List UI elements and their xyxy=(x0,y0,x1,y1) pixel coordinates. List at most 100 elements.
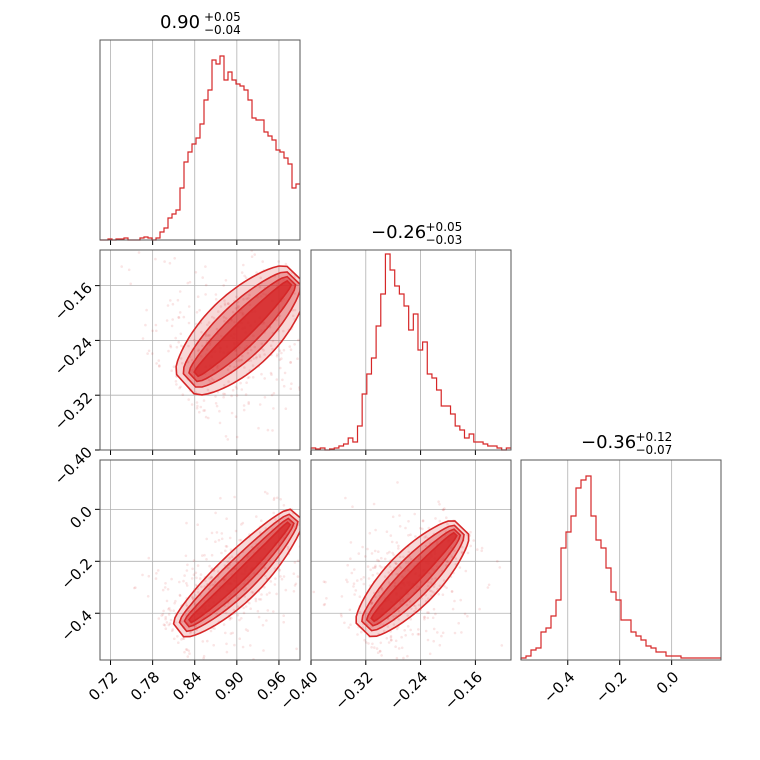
sample-point xyxy=(273,496,276,500)
sample-point xyxy=(427,611,430,614)
sample-point xyxy=(191,567,194,571)
sample-point xyxy=(232,608,236,612)
sample-point xyxy=(185,582,188,585)
sample-point xyxy=(500,644,504,647)
sample-point xyxy=(402,555,405,559)
x-tick-label: −0.32 xyxy=(331,668,376,713)
panel-title-1: 0.90 +0.05 −0.04 xyxy=(160,10,241,37)
sample-point xyxy=(165,599,169,603)
sample-point xyxy=(323,602,327,606)
sample-point xyxy=(364,555,367,558)
sample-point xyxy=(169,344,172,347)
sample-point xyxy=(450,555,454,558)
sample-point xyxy=(296,357,299,361)
sample-point xyxy=(378,564,382,568)
sample-point xyxy=(469,530,472,534)
sample-point xyxy=(282,575,286,578)
sample-point xyxy=(206,334,210,337)
sample-point xyxy=(469,544,473,548)
sample-point xyxy=(378,650,382,653)
sample-point xyxy=(392,553,395,557)
sample-point xyxy=(234,529,238,533)
sample-point xyxy=(202,656,205,660)
sample-point xyxy=(229,548,233,551)
sample-point xyxy=(194,322,198,326)
sample-point xyxy=(388,550,391,554)
sample-point xyxy=(395,562,398,566)
sample-point xyxy=(249,359,253,362)
sample-point xyxy=(395,573,399,576)
sample-point xyxy=(214,298,218,301)
scatter-content xyxy=(133,490,300,660)
sample-point xyxy=(204,265,207,268)
sample-point xyxy=(466,614,469,618)
panel-background xyxy=(521,460,721,660)
sample-point xyxy=(198,410,201,414)
sample-point xyxy=(180,362,184,365)
sample-point xyxy=(188,631,192,635)
sample-point xyxy=(464,569,468,573)
sample-point xyxy=(190,577,194,580)
sample-point xyxy=(360,577,363,581)
sample-point xyxy=(223,299,226,302)
sample-point xyxy=(272,511,276,515)
sample-point xyxy=(366,565,370,568)
sample-point xyxy=(339,613,343,616)
sample-point xyxy=(239,359,243,362)
sample-point xyxy=(169,345,173,349)
sample-point xyxy=(244,605,248,608)
sample-point xyxy=(177,316,180,319)
sample-point xyxy=(187,344,190,348)
sample-point xyxy=(243,366,246,369)
sample-point xyxy=(392,623,396,626)
title-plus: +0.05 xyxy=(204,10,241,24)
sample-point xyxy=(170,369,173,373)
sample-point xyxy=(282,504,286,507)
sample-point xyxy=(185,521,188,525)
sample-point xyxy=(294,582,298,586)
sample-point xyxy=(260,342,264,346)
sample-point xyxy=(371,573,375,577)
sample-point xyxy=(177,316,181,319)
sample-point xyxy=(243,274,246,278)
sample-point xyxy=(196,591,200,594)
sample-point xyxy=(293,292,297,295)
sample-point xyxy=(443,676,446,679)
sample-point xyxy=(240,271,244,274)
histogram-panel-1: 0.90 +0.05 −0.04 xyxy=(99,10,301,245)
sample-point xyxy=(250,545,254,549)
sample-point xyxy=(378,649,382,653)
sample-point xyxy=(195,311,199,314)
sample-point xyxy=(255,271,258,274)
sample-point xyxy=(228,616,232,619)
sample-point xyxy=(248,601,251,605)
sample-point xyxy=(344,496,347,500)
sample-point xyxy=(264,567,267,570)
x-tick-label: −0.24 xyxy=(386,668,431,713)
sample-point xyxy=(293,275,297,278)
sample-point xyxy=(424,535,428,538)
x-tick-label: 0.0 xyxy=(653,668,683,698)
sample-point xyxy=(289,387,293,391)
sample-point xyxy=(147,349,151,353)
sample-point xyxy=(380,566,383,569)
sample-point xyxy=(289,361,292,364)
sample-point xyxy=(374,528,377,532)
sample-point xyxy=(129,282,132,286)
sample-point xyxy=(224,435,228,438)
sample-point xyxy=(265,619,268,622)
sample-point xyxy=(271,347,274,351)
y-tick-label: −0.40 xyxy=(51,443,96,488)
sample-point xyxy=(191,358,194,362)
sample-point xyxy=(182,579,185,583)
sample-point xyxy=(266,609,270,612)
sample-point xyxy=(167,607,170,611)
sample-point xyxy=(391,515,395,519)
sample-point xyxy=(486,586,490,589)
sample-point xyxy=(251,376,255,379)
sample-point xyxy=(198,308,201,312)
sample-point xyxy=(453,631,457,635)
panel-frame xyxy=(99,249,301,451)
sample-point xyxy=(290,382,293,386)
sample-point xyxy=(161,613,165,616)
